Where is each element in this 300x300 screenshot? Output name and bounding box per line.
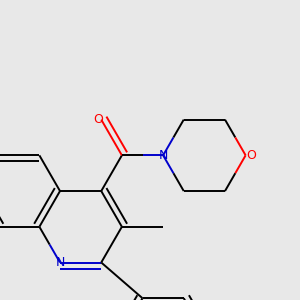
Text: O: O <box>93 113 103 126</box>
Text: N: N <box>55 256 65 269</box>
Text: O: O <box>246 149 256 162</box>
Text: N: N <box>158 149 168 162</box>
